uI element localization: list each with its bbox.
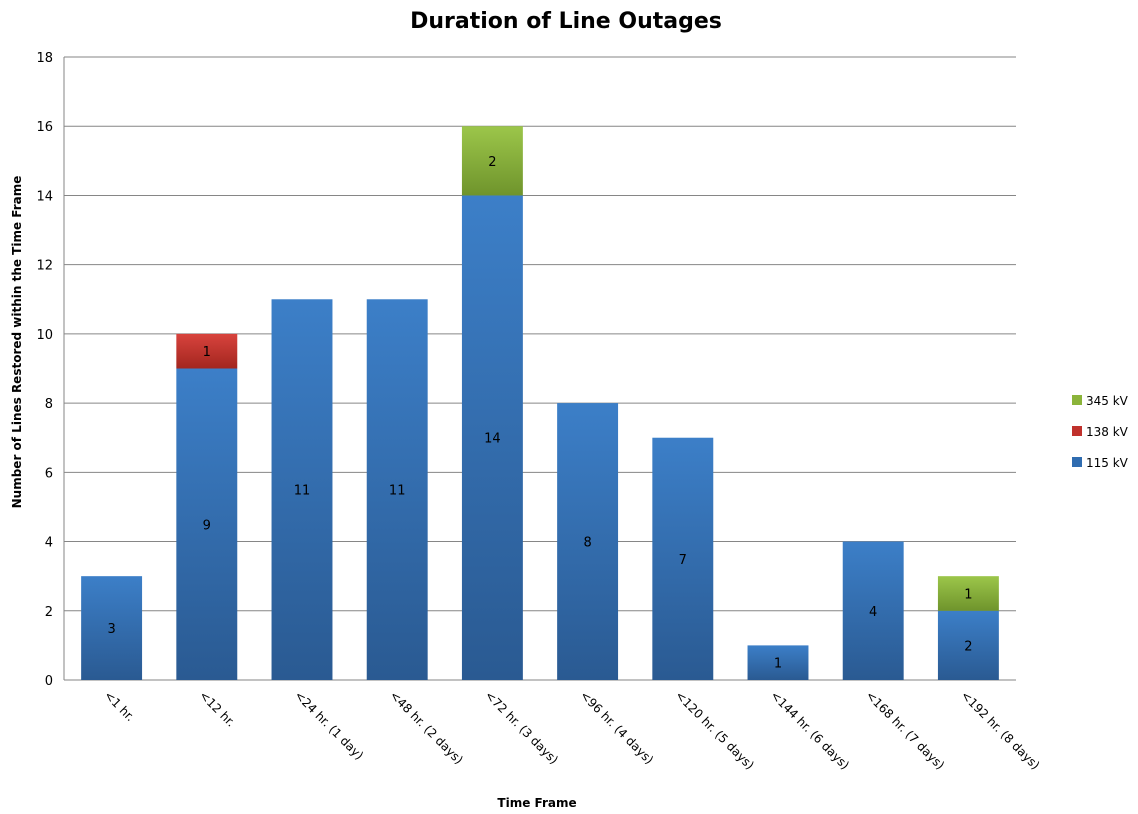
x-axis-ticks: <1 hr. <12 hr. <24 hr. (1 day) <48 hr. (2 d… xyxy=(101,688,1042,772)
x-tick-label: <24 hr. (1 day) xyxy=(292,688,366,762)
bar-segment xyxy=(461,195,523,680)
x-axis-title: Time Frame xyxy=(497,796,576,810)
x-tick-label: <168 hr. (7 days) xyxy=(863,688,947,772)
y-tick-label: 10 xyxy=(36,328,53,343)
data-label: 7 xyxy=(679,553,687,568)
data-label: 3 xyxy=(107,622,115,637)
x-tick-label: <72 hr. (3 days) xyxy=(482,688,561,767)
bar-segment xyxy=(937,576,999,611)
y-tick-label: 8 xyxy=(45,397,53,412)
legend: 345 kV 138 kV 115 kV xyxy=(1072,394,1129,470)
y-axis-title: Number of Lines Restored within the Time… xyxy=(10,176,24,509)
y-axis-ticks: 0 2 4 6 8 10 12 14 16 18 xyxy=(36,51,53,689)
y-tick-label: 16 xyxy=(36,120,53,135)
x-tick-label: <144 hr. (6 days) xyxy=(768,688,852,772)
bar-segment xyxy=(747,645,809,680)
x-tick-label: <120 hr. (5 days) xyxy=(673,688,757,772)
bar-segment xyxy=(176,333,238,369)
chart-title: Duration of Line Outages xyxy=(410,9,722,34)
data-label: 1 xyxy=(774,657,782,672)
x-tick-label: <96 hr. (4 days) xyxy=(577,688,656,767)
y-tick-label: 6 xyxy=(45,466,53,481)
y-tick-label: 12 xyxy=(36,259,53,274)
x-tick-label: <12 hr. xyxy=(197,688,238,729)
x-tick-label: <48 hr. (2 days) xyxy=(387,688,466,767)
bar-segment xyxy=(842,541,904,680)
bars xyxy=(81,126,999,680)
bar-segment xyxy=(652,437,714,680)
y-tick-label: 2 xyxy=(45,605,53,620)
y-tick-label: 4 xyxy=(45,536,53,551)
data-label: 1 xyxy=(964,587,972,602)
bar-segment xyxy=(271,299,333,680)
legend-label: 115 kV xyxy=(1086,456,1129,470)
legend-label: 138 kV xyxy=(1086,425,1129,439)
data-label: 1 xyxy=(203,345,211,360)
legend-label: 345 kV xyxy=(1086,394,1129,408)
data-label: 14 xyxy=(484,432,501,447)
bar-segment xyxy=(461,126,523,196)
data-label: 2 xyxy=(964,639,972,654)
y-tick-label: 14 xyxy=(36,189,53,204)
bar-segment xyxy=(176,368,238,680)
data-label: 2 xyxy=(488,155,496,170)
data-label: 8 xyxy=(583,536,591,551)
y-tick-label: 18 xyxy=(36,51,53,66)
data-label: 11 xyxy=(389,484,406,499)
legend-swatch xyxy=(1072,457,1082,467)
legend-swatch xyxy=(1072,395,1082,405)
data-label: 11 xyxy=(294,484,311,499)
bar-segment xyxy=(937,610,999,680)
legend-swatch xyxy=(1072,426,1082,436)
bar-segment xyxy=(557,403,619,680)
bar-segment xyxy=(81,576,143,680)
y-tick-label: 0 xyxy=(45,674,53,689)
x-tick-label: <192 hr. (8 days) xyxy=(958,688,1042,772)
data-label: 4 xyxy=(869,605,877,620)
bar-segment xyxy=(366,299,428,680)
x-tick-label: <1 hr. xyxy=(101,688,137,724)
data-label: 9 xyxy=(203,518,211,533)
